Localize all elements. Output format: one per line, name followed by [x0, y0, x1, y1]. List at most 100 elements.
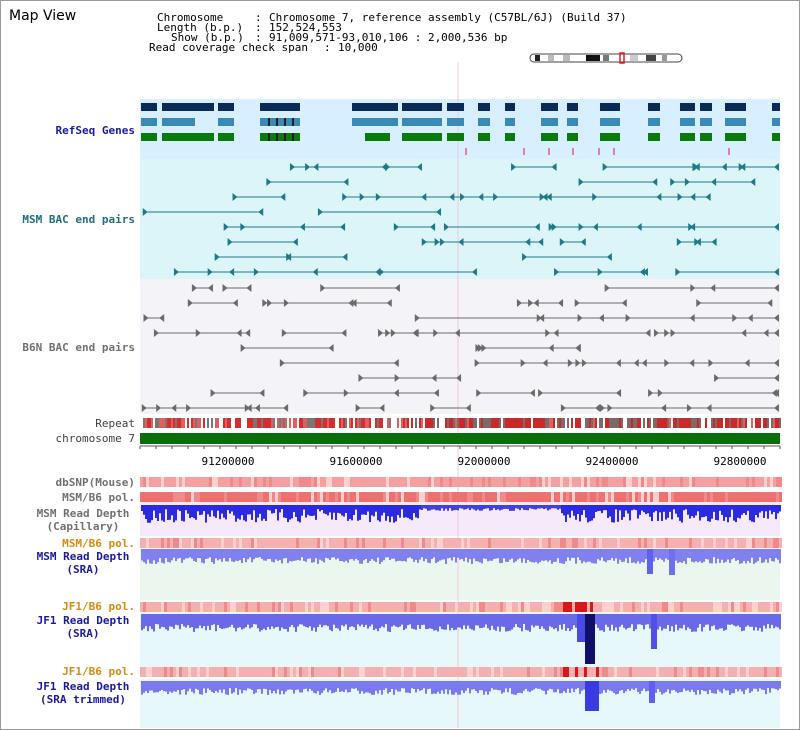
pol-heat-cell: [560, 602, 563, 612]
pol-heat-cell: [704, 538, 707, 548]
repeat-cell: [185, 418, 187, 428]
b6n-bac-end-pairs[interactable]: [141, 284, 779, 412]
depth-bar: [707, 505, 709, 522]
pol-heat-cell: [269, 667, 272, 677]
track-label-refseq[interactable]: RefSeq Genes: [55, 124, 135, 137]
pol-heat-cell: [701, 667, 704, 677]
pol-heat-cell: [515, 667, 518, 677]
depth-bar: [559, 681, 561, 694]
depth-bar: [491, 614, 493, 626]
pol-heat-cell: [176, 602, 179, 612]
pol-heat-cell: [680, 667, 683, 677]
pol-heat-cell: [413, 538, 416, 548]
depth-bar: [497, 614, 499, 627]
gene-feature: [541, 118, 558, 126]
pol-heat-cell: [743, 667, 746, 677]
pol-heat-cell: [353, 602, 356, 612]
pol-heat-cell: [674, 602, 677, 612]
depth-bar: [373, 681, 375, 695]
depth-bar: [325, 505, 327, 515]
pol-heat-cell: [272, 667, 275, 677]
depth-bar: [277, 614, 279, 627]
track-label-msm-depth-capillary[interactable]: MSM Read Depth (Capillary): [28, 507, 138, 533]
pol-heat-cell: [242, 538, 245, 548]
depth-bar: [753, 549, 755, 564]
depth-bar: [193, 549, 195, 561]
depth-bar: [749, 614, 751, 627]
pol-heat-cell: [470, 602, 473, 612]
pol-heat-cell: [140, 477, 143, 487]
pol-heat-cell: [602, 667, 605, 677]
repeat-cell: [571, 418, 573, 428]
pol-heat-cell: [554, 477, 557, 487]
repeat-cell: [551, 418, 553, 428]
repeat-track[interactable]: [141, 418, 781, 428]
track-label-jf1-b6-pol-1[interactable]: JF1/B6 pol.: [62, 600, 135, 613]
depth-bar: [199, 549, 201, 559]
repeat-cell: [243, 418, 245, 428]
depth-bar: [751, 549, 753, 558]
refseq-genes[interactable]: [141, 103, 780, 155]
depth-bar: [705, 614, 707, 625]
read-depth-tracks[interactable]: [141, 505, 781, 711]
track-label-msm-bac[interactable]: MSM BAC end pairs: [22, 213, 135, 226]
pol-heat-cell: [173, 477, 176, 487]
depth-bar: [375, 505, 377, 512]
gene-exon: [292, 103, 294, 111]
track-label-repeat[interactable]: Repeat: [95, 417, 135, 430]
depth-bar: [575, 614, 577, 628]
pol-heat-cell: [740, 477, 743, 487]
pol-heat-cell: [623, 477, 626, 487]
depth-bar: [427, 614, 429, 629]
depth-bar: [233, 549, 235, 563]
depth-bar: [179, 505, 181, 511]
depth-bar: [695, 614, 697, 632]
depth-bar: [223, 681, 225, 690]
depth-bar: [263, 614, 265, 629]
pol-heat-cell: [566, 602, 569, 612]
repeat-cell: [399, 418, 401, 428]
track-label-jf1-depth-trimmed[interactable]: JF1 Read Depth (SRA trimmed): [28, 680, 138, 706]
depth-bar: [347, 614, 349, 630]
track-label-chromosome[interactable]: chromosome 7: [55, 432, 135, 445]
depth-bar: [155, 614, 157, 625]
depth-bar: [181, 614, 183, 625]
pol-heat-cell: [767, 538, 770, 548]
pol-heat-cell: [569, 667, 572, 677]
repeat-cell: [517, 418, 519, 428]
pol-heat-cell: [437, 667, 440, 677]
pol-heat-cell: [779, 602, 782, 612]
gene-feature: [700, 118, 712, 126]
pol-heat-cell: [452, 492, 455, 502]
repeat-cell: [623, 418, 625, 428]
pol-heat-cell: [413, 492, 416, 502]
depth-bar: [435, 681, 437, 694]
track-label-dbsnp[interactable]: dbSNP(Mouse): [55, 476, 135, 489]
chromosome-ideogram[interactable]: [529, 52, 683, 64]
track-label-jf1-depth-sra[interactable]: JF1 Read Depth (SRA): [28, 614, 138, 640]
depth-bar: [425, 681, 427, 694]
pol-heat-cell: [506, 492, 509, 502]
track-label-msm-b6-pol-1[interactable]: MSM/B6 pol.: [62, 491, 135, 504]
pol-heat-cell: [764, 602, 767, 612]
track-label-b6n-bac[interactable]: B6N BAC end pairs: [22, 341, 135, 354]
pol-heat-cell: [476, 602, 479, 612]
gene-feature: [725, 118, 746, 126]
pol-heat-cell: [752, 492, 755, 502]
track-label-msm-b6-pol-2[interactable]: MSM/B6 pol.: [62, 537, 135, 550]
msm-bac-end-pairs[interactable]: [142, 163, 779, 276]
pol-heat-cell: [422, 602, 425, 612]
chromosome-bar[interactable]: [140, 433, 780, 444]
pol-heat-cell: [605, 667, 608, 677]
depth-bar: [635, 549, 637, 564]
depth-bar: [733, 681, 735, 694]
track-label-jf1-b6-pol-2[interactable]: JF1/B6 pol.: [62, 665, 135, 678]
depth-bar: [163, 549, 165, 564]
depth-bar: [453, 614, 455, 631]
polymorphism-heat-tracks[interactable]: [140, 477, 782, 677]
track-label-msm-depth-sra[interactable]: MSM Read Depth (SRA): [28, 550, 138, 576]
bac-end-marker: [283, 299, 289, 307]
depth-bar: [579, 681, 581, 694]
repeat-cell: [457, 418, 459, 428]
